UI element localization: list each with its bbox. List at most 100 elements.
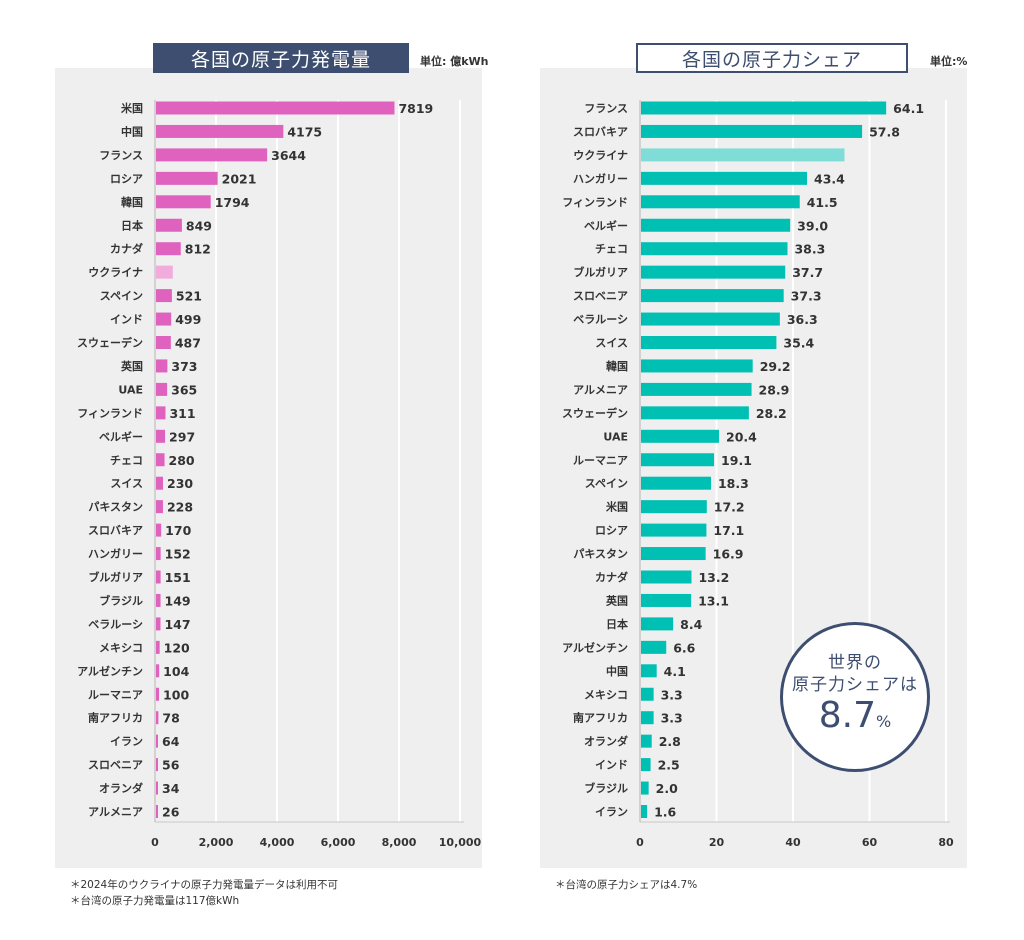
- left-value-label: 26: [162, 805, 180, 820]
- left-value-label: 78: [162, 711, 179, 726]
- right-category-label: イラン: [595, 806, 628, 819]
- left-bar: [156, 593, 161, 607]
- left-category-label: 南アフリカ: [88, 711, 143, 725]
- left-bar: [156, 758, 158, 772]
- right-category-label: パキスタン: [573, 548, 628, 561]
- right-value-label: 29.2: [760, 359, 791, 374]
- right-footnotes: ＊台湾の原子力シェアは4.7%: [555, 877, 697, 893]
- right-bar: [641, 640, 667, 654]
- left-value-label: 170: [165, 523, 191, 538]
- left-category-label: ウクライナ: [88, 266, 143, 279]
- right-value-label: 13.1: [698, 593, 729, 608]
- left-x-tick-label: 4,000: [260, 836, 295, 849]
- right-bar: [641, 523, 707, 537]
- right-bar: [641, 593, 692, 607]
- right-value-label: 28.2: [756, 406, 787, 421]
- left-bar: [156, 734, 158, 748]
- left-category-label: ロシア: [110, 172, 143, 185]
- left-category-label: インド: [110, 313, 143, 326]
- left-chart-unit: 単位: 億kWh: [420, 55, 489, 68]
- left-bar: [156, 640, 160, 654]
- right-category-label: UAE: [603, 430, 628, 443]
- left-value-label: 228: [167, 500, 193, 515]
- left-bar: [156, 218, 182, 232]
- left-bar: [156, 617, 161, 631]
- right-value-label: 41.5: [807, 195, 838, 210]
- left-category-label: 米国: [120, 101, 143, 115]
- right-bar: [641, 265, 786, 279]
- left-category-label: スペイン: [100, 290, 143, 303]
- left-value-label: 64: [162, 734, 180, 749]
- right-category-label: オランダ: [584, 734, 628, 748]
- left-category-label: フランス: [99, 149, 143, 162]
- right-bar: [641, 289, 784, 303]
- right-value-label: 2.8: [659, 734, 681, 749]
- left-value-label: 812: [185, 242, 211, 257]
- left-bar: [156, 195, 211, 209]
- left-bar: [156, 570, 161, 584]
- left-value-label: 104: [163, 664, 189, 679]
- left-category-label: スロバキア: [88, 524, 143, 537]
- right-x-tick-label: 80: [938, 836, 954, 849]
- left-category-label: メキシコ: [99, 641, 143, 654]
- right-value-label: 8.4: [680, 617, 702, 632]
- right-category-label: 日本: [606, 617, 628, 631]
- left-category-label: UAE: [118, 383, 143, 396]
- left-value-label: 3644: [271, 148, 306, 163]
- right-category-label: フランス: [584, 102, 628, 115]
- right-category-label: スペイン: [585, 477, 628, 490]
- world-share-badge: 世界の 原子力シェアは 8.7%: [780, 622, 930, 772]
- right-value-label: 19.1: [721, 453, 752, 468]
- right-x-tick-label: 20: [709, 836, 725, 849]
- left-bar: [156, 124, 284, 138]
- left-x-tick-label: 10,000: [439, 836, 482, 849]
- left-value-label: 56: [162, 758, 180, 773]
- left-category-label: 韓国: [121, 195, 143, 209]
- right-bar: [641, 664, 657, 678]
- right-category-label: スイス: [595, 337, 628, 350]
- right-bar: [641, 148, 845, 162]
- left-category-label: ブラジル: [99, 593, 143, 607]
- right-category-label: 中国: [606, 664, 628, 678]
- right-value-label: 1.6: [654, 805, 676, 820]
- right-category-label: ブラジル: [584, 781, 628, 795]
- right-chart-unit: 単位:%: [930, 55, 968, 68]
- right-value-label: 43.4: [814, 171, 845, 186]
- right-bar: [641, 336, 777, 349]
- right-category-label: 韓国: [606, 359, 628, 373]
- right-bar: [641, 359, 753, 373]
- left-bar: [156, 406, 166, 420]
- right-value-label: 57.8: [869, 124, 900, 139]
- left-category-label: パキスタン: [88, 501, 143, 514]
- left-bar: [156, 382, 168, 396]
- left-bar: [156, 453, 165, 467]
- left-footnotes: ＊2024年のウクライナの原子力発電量データは利用不可 ＊台湾の原子力発電量は1…: [70, 877, 338, 909]
- right-value-label: 37.3: [791, 289, 822, 304]
- right-value-label: 35.4: [783, 336, 814, 351]
- left-category-label: スロベニア: [88, 759, 143, 772]
- left-value-label: 311: [169, 406, 195, 421]
- left-value-label: 151: [165, 570, 191, 585]
- left-value-label: 149: [165, 593, 191, 608]
- right-value-label: 17.1: [713, 523, 744, 538]
- left-x-tick-label: 2,000: [199, 836, 234, 849]
- right-category-label: ハンガリー: [573, 171, 628, 185]
- right-bar: [641, 406, 749, 420]
- right-value-label: 28.9: [759, 382, 790, 397]
- right-bar: [641, 429, 720, 443]
- right-value-label: 3.3: [661, 711, 683, 726]
- right-bar: [641, 195, 800, 209]
- right-footnote-1: ＊台湾の原子力シェアは4.7%: [555, 879, 698, 891]
- left-category-label: カナダ: [110, 242, 143, 256]
- right-category-label: ベルギー: [584, 218, 628, 232]
- left-bar: [156, 711, 159, 725]
- right-category-label: 南アフリカ: [573, 711, 628, 725]
- left-value-label: 2021: [222, 171, 257, 186]
- left-bar: [156, 781, 158, 795]
- right-bar: [641, 711, 654, 725]
- left-value-label: 365: [171, 382, 197, 397]
- left-category-label: オランダ: [99, 781, 143, 795]
- right-bar: [641, 242, 788, 256]
- right-category-label: 英国: [605, 593, 628, 607]
- badge-line-2: 原子力シェアは: [792, 675, 918, 695]
